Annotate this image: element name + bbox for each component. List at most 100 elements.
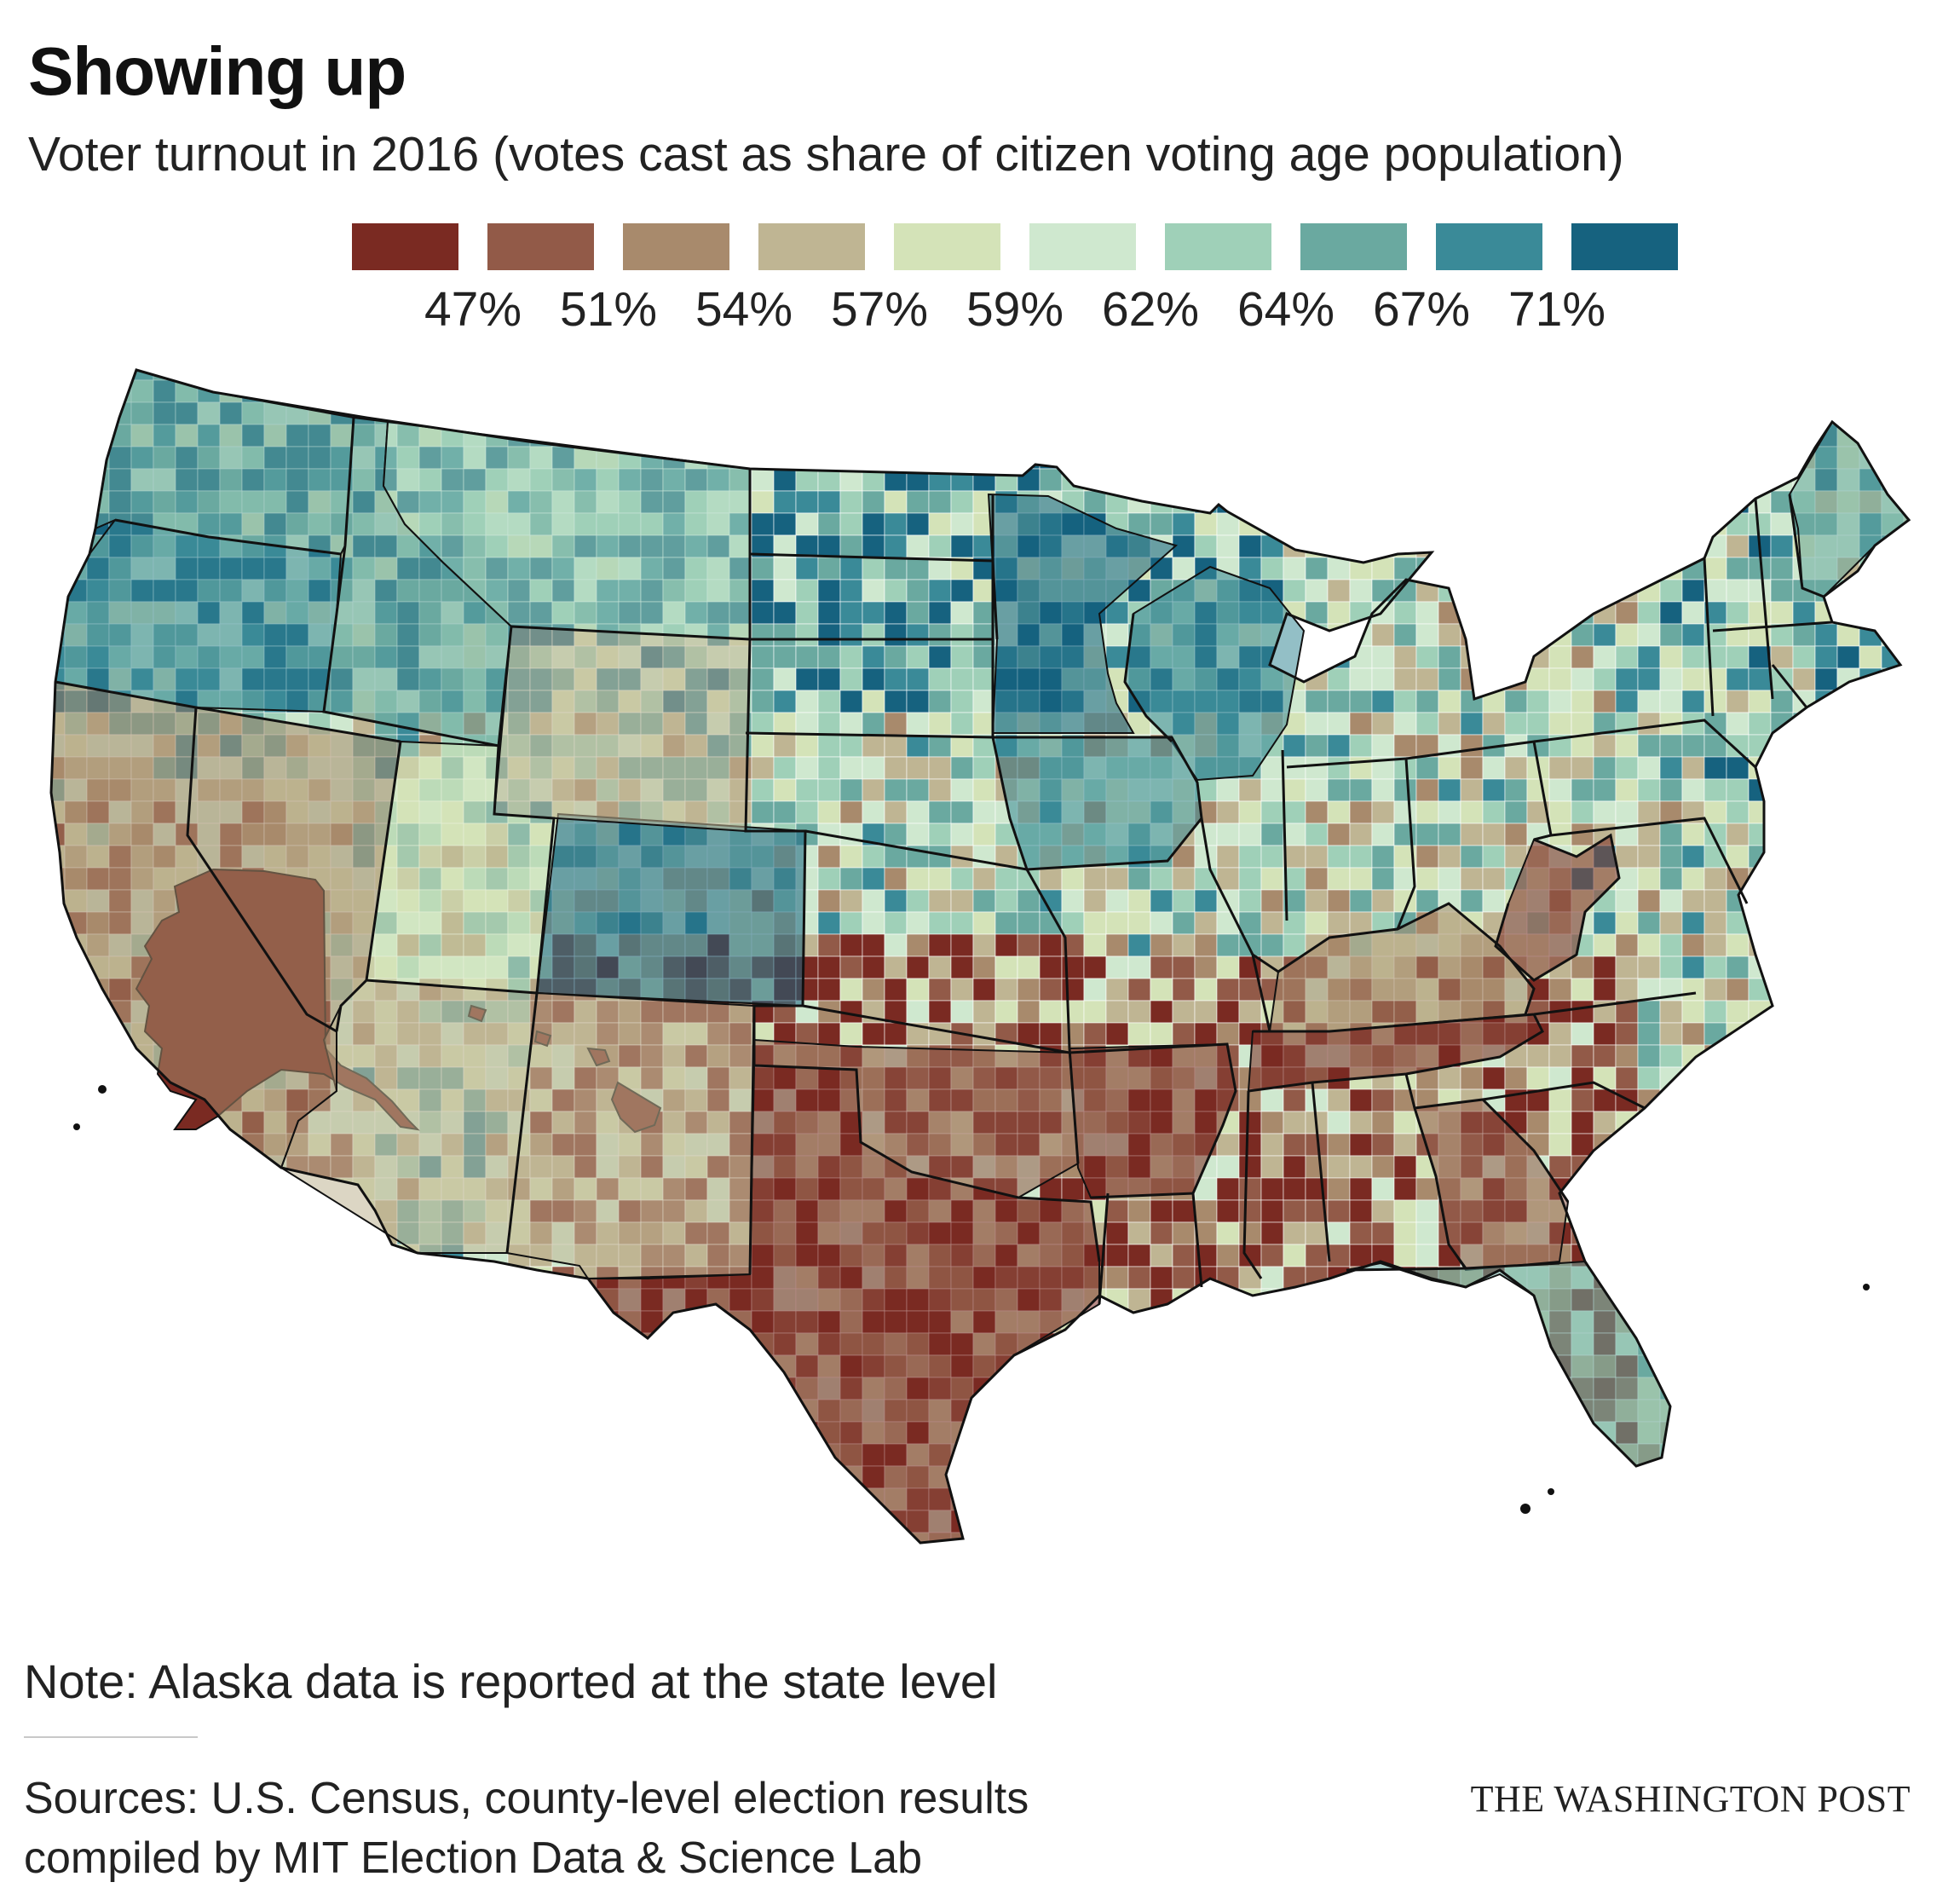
county-tile (1327, 867, 1351, 891)
county-tile (130, 1177, 154, 1201)
county-tile (51, 1532, 66, 1543)
county-tile (1615, 1221, 1639, 1245)
county-tile (130, 1443, 154, 1467)
county-tile (1615, 756, 1639, 780)
county-tile (1903, 1244, 1909, 1267)
county-tile (529, 1532, 553, 1543)
county-tile (1637, 867, 1661, 891)
county-tile (662, 1487, 686, 1511)
county-tile (1903, 1000, 1909, 1024)
county-tile (862, 534, 885, 558)
county-tile (1637, 1022, 1661, 1046)
county-tile (1482, 579, 1506, 603)
county-tile (1438, 712, 1461, 736)
county-tile (308, 1288, 331, 1312)
county-tile (1859, 1465, 1882, 1489)
county-tile (1859, 1000, 1882, 1024)
county-tile (1836, 845, 1860, 869)
county-tile (1327, 1443, 1351, 1467)
county-tile (1438, 667, 1461, 691)
county-tile (1726, 1155, 1750, 1179)
county-tile (1393, 1177, 1417, 1201)
county-tile (773, 690, 797, 713)
county-tile (773, 1465, 797, 1489)
county-tile (729, 1332, 752, 1356)
county-tile (396, 1399, 420, 1423)
county-tile (241, 1421, 265, 1445)
county-tile (1548, 690, 1572, 713)
county-tile (1814, 1288, 1838, 1312)
county-tile (51, 379, 66, 403)
county-tile (1305, 690, 1329, 713)
county-tile (1593, 734, 1617, 758)
county-tile (1748, 579, 1772, 603)
county-tile (1460, 446, 1484, 470)
county-tile (994, 1421, 1018, 1445)
county-tile (1393, 1133, 1417, 1157)
county-tile (1482, 645, 1506, 669)
county-tile (1482, 1487, 1506, 1511)
county-tile (1726, 645, 1750, 669)
county-tile (108, 1354, 132, 1378)
county-tile (1814, 1133, 1838, 1157)
county-tile (1770, 1421, 1794, 1445)
county-tile (751, 490, 775, 514)
county-tile (1393, 401, 1417, 425)
county-tile (551, 1354, 575, 1378)
county-tile (1105, 379, 1129, 403)
county-tile (862, 756, 885, 780)
county-tile (817, 845, 841, 869)
county-tile (1039, 1377, 1063, 1400)
county-tile (108, 1510, 132, 1533)
county-tile (1637, 446, 1661, 470)
county-tile (906, 370, 930, 381)
county-tile (1726, 601, 1750, 625)
county-tile (1105, 1266, 1129, 1290)
county-tile (928, 712, 952, 736)
county-tile (1482, 401, 1506, 425)
county-tile (1681, 1510, 1705, 1533)
county-tile (1371, 1377, 1395, 1400)
county-tile (64, 1000, 88, 1024)
county-tile (684, 1443, 708, 1467)
county-tile (1792, 778, 1816, 802)
county-tile (1770, 1288, 1794, 1312)
county-tile (1748, 712, 1772, 736)
county-tile (1548, 712, 1572, 736)
county-tile (1792, 601, 1816, 625)
county-tile (1881, 1088, 1905, 1112)
county-tile (1017, 379, 1041, 403)
county-tile (1726, 690, 1750, 713)
county-tile (1703, 1487, 1727, 1511)
county-tile (308, 1377, 331, 1400)
county-tile (108, 1221, 132, 1245)
county-tile (1903, 1111, 1909, 1135)
county-tile (1327, 401, 1351, 425)
county-tile (596, 1510, 620, 1533)
county-tile (795, 579, 819, 603)
sources-line-1: Sources: U.S. Census, county-level elect… (24, 1774, 1029, 1823)
county-tile (839, 800, 863, 824)
county-tile (1881, 1288, 1905, 1312)
county-tile (1327, 756, 1351, 780)
county-tile (1327, 1155, 1351, 1179)
county-tile (1150, 1000, 1173, 1024)
county-tile (1903, 867, 1909, 891)
county-tile (773, 379, 797, 403)
county-tile (1504, 579, 1528, 603)
county-tile (1393, 379, 1417, 403)
county-tile (1859, 401, 1882, 425)
county-tile (1903, 1266, 1909, 1290)
county-tile (1770, 1487, 1794, 1511)
county-tile (153, 1443, 176, 1467)
county-tile (1371, 1133, 1395, 1157)
region-florida (1346, 1260, 1672, 1468)
county-tile (285, 379, 309, 403)
county-tile (86, 424, 110, 447)
county-tile (1615, 623, 1639, 647)
county-tile (972, 446, 996, 470)
county-tile (1726, 379, 1750, 403)
county-tile (1105, 933, 1129, 957)
county-tile (1216, 1022, 1240, 1046)
county-tile (795, 778, 819, 802)
